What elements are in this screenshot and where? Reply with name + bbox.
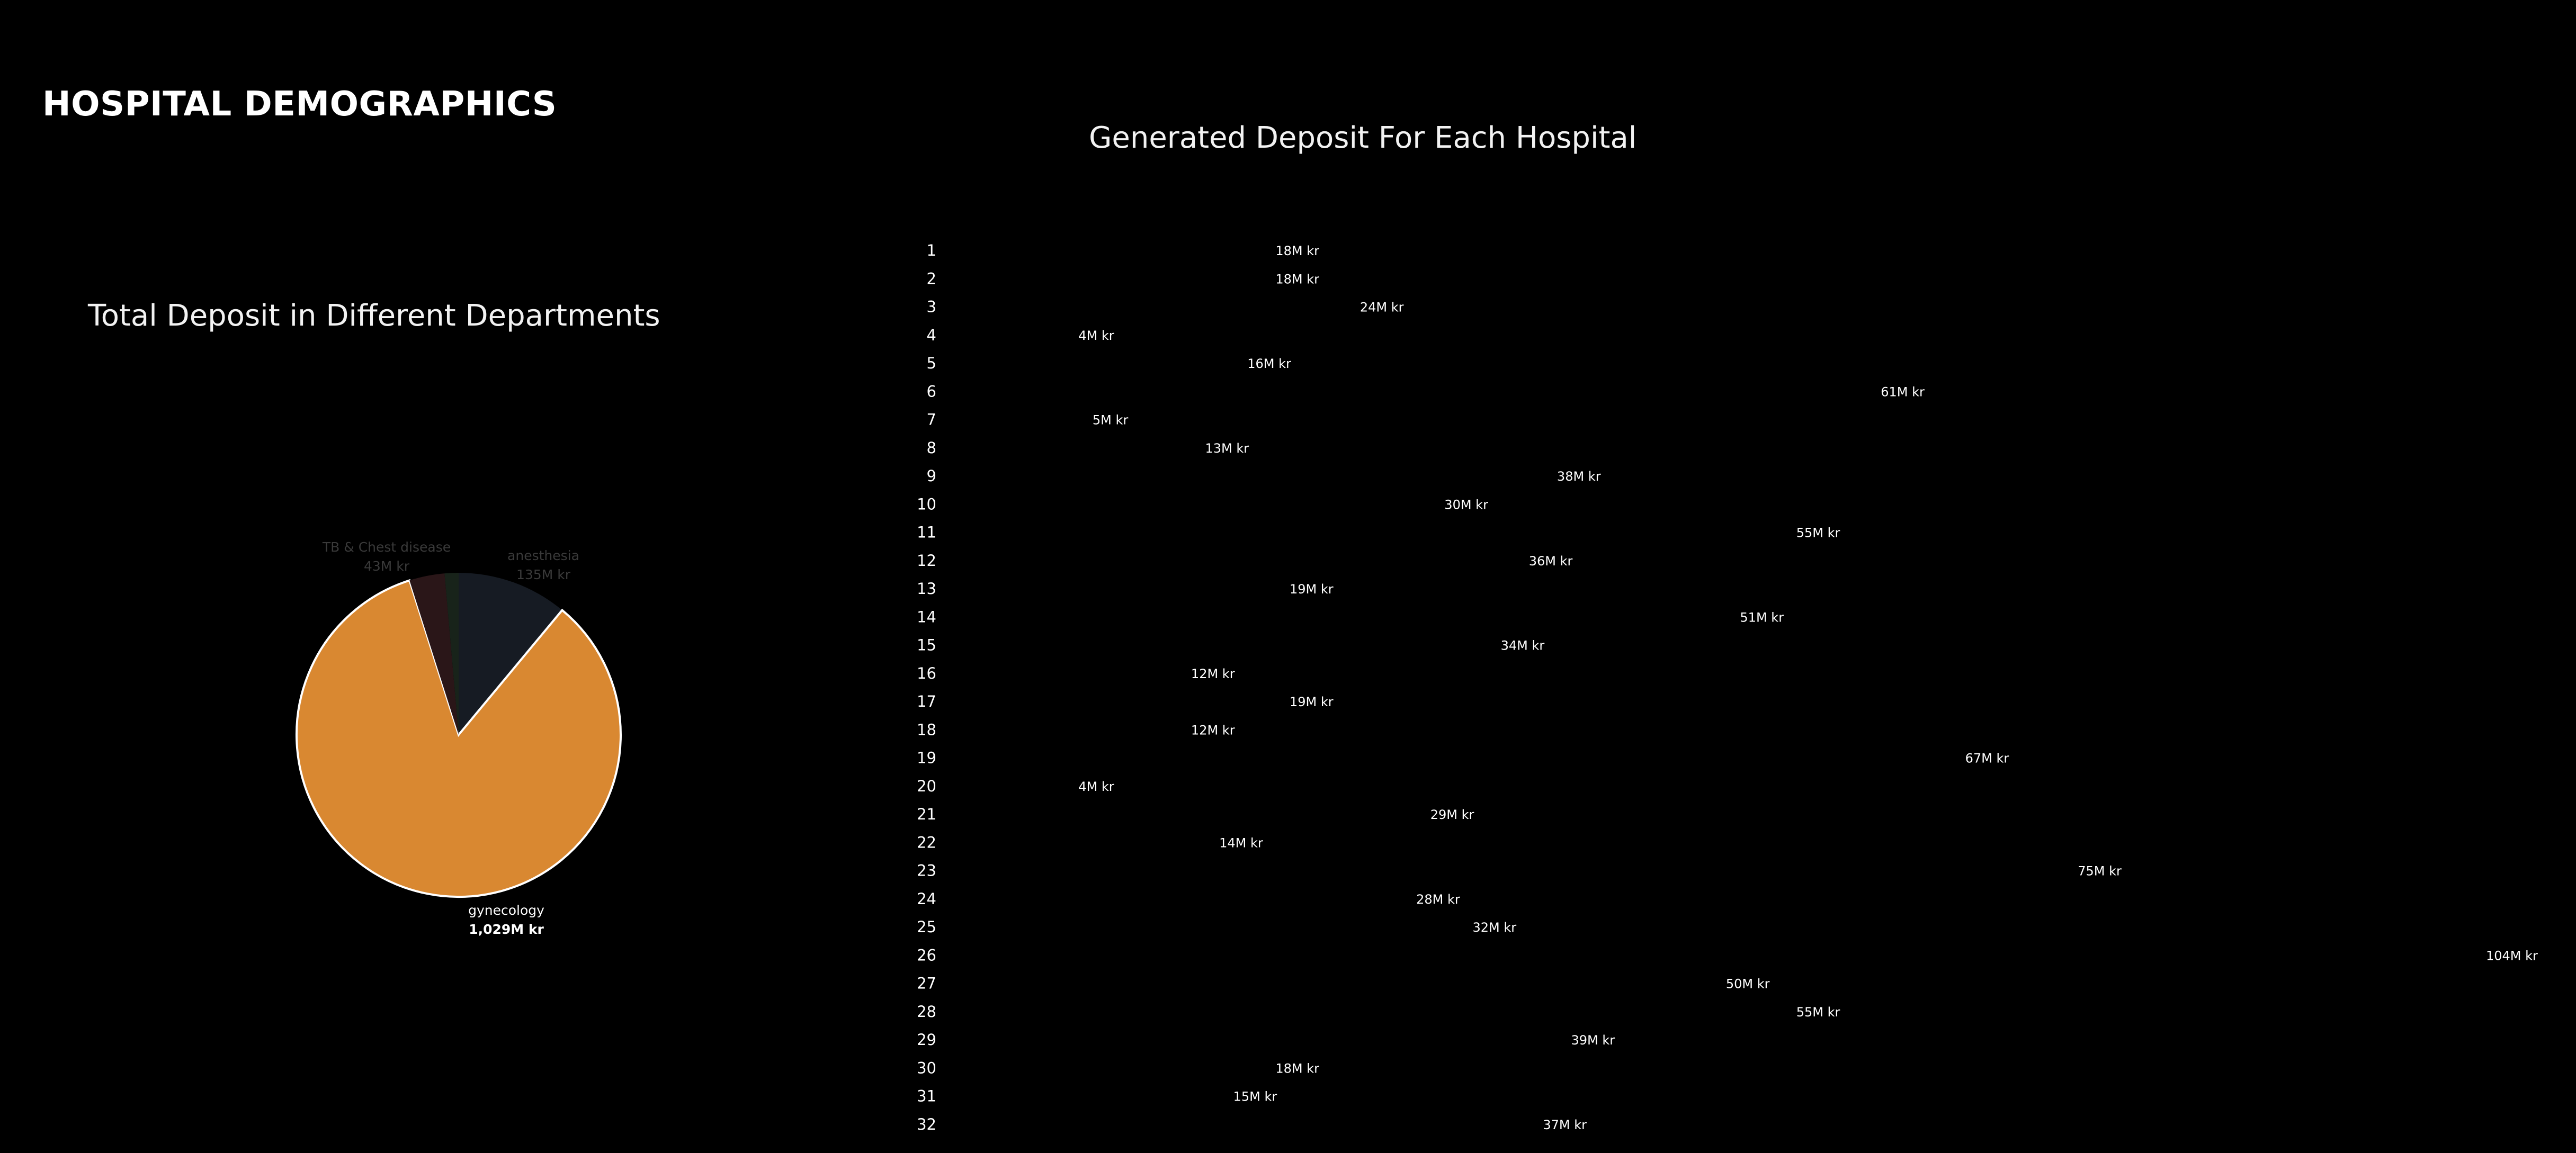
bar-category-label: 32 bbox=[917, 1115, 936, 1133]
bar-category-label: 25 bbox=[917, 918, 936, 936]
bar-value-label: 24M kr bbox=[1360, 300, 1404, 315]
bar-category-label: 19 bbox=[917, 749, 936, 767]
bar-value-label: 29M kr bbox=[1430, 807, 1474, 822]
bar-chart: 1 18M kr2 18M kr3 24M kr4 4M kr5 16M kr6 61M k… bbox=[917, 241, 2538, 1133]
bar-value-label: 75M kr bbox=[2078, 864, 2122, 879]
bar-value-label: 37M kr bbox=[1543, 1118, 1587, 1132]
bar-category-label: 13 bbox=[917, 580, 936, 598]
bar-value-label: 16M kr bbox=[1247, 356, 1291, 371]
bar-value-label: 5M kr bbox=[1093, 413, 1129, 428]
bar-value-label: 61M kr bbox=[1881, 384, 1925, 399]
bar-category-label: 10 bbox=[917, 495, 936, 513]
pie-slice-anesthesia[interactable] bbox=[459, 573, 562, 735]
bar-category-label: 21 bbox=[917, 805, 936, 823]
bar-category-label: 27 bbox=[917, 975, 936, 993]
bar-value-label: 13M kr bbox=[1205, 441, 1249, 456]
pie-slice-tb-chest-disease[interactable] bbox=[409, 573, 459, 735]
pie-label-gynecology: gynecology bbox=[468, 903, 544, 918]
bar-category-label: 1 bbox=[927, 241, 936, 259]
bar-value-label: 18M kr bbox=[1275, 244, 1319, 258]
pie-label-anesthesia: anesthesia bbox=[507, 548, 579, 563]
bar-category-label: 4 bbox=[927, 326, 936, 344]
bar-category-label: 6 bbox=[927, 382, 936, 400]
bar-category-label: 18 bbox=[917, 720, 936, 738]
bar-value-label: 14M kr bbox=[1219, 835, 1263, 850]
bar-value-label: 34M kr bbox=[1501, 638, 1545, 653]
bar-value-label: 18M kr bbox=[1275, 1061, 1319, 1076]
bar-category-label: 7 bbox=[927, 411, 936, 429]
pie-chart-title: Total Deposit in Different Departments bbox=[88, 299, 660, 333]
bar-category-label: 31 bbox=[917, 1087, 936, 1105]
bar-value-label: 4M kr bbox=[1078, 328, 1114, 343]
pie-value-label-tb-chest-disease: 43M kr bbox=[364, 559, 410, 574]
bar-value-label: 12M kr bbox=[1191, 723, 1235, 737]
bar-category-label: 23 bbox=[917, 862, 936, 880]
bar-value-label: 67M kr bbox=[1965, 751, 2009, 766]
bar-category-label: 22 bbox=[917, 833, 936, 851]
pie-slice-gynecology[interactable] bbox=[296, 579, 622, 898]
bar-value-label: 18M kr bbox=[1275, 272, 1319, 286]
bar-value-label: 15M kr bbox=[1233, 1089, 1277, 1104]
bar-category-label: 16 bbox=[917, 664, 936, 682]
bar-value-label: 19M kr bbox=[1290, 582, 1334, 597]
bar-value-label: 36M kr bbox=[1529, 554, 1573, 569]
bar-value-label: 12M kr bbox=[1191, 666, 1235, 681]
bar-value-label: 104M kr bbox=[2486, 948, 2538, 963]
bar-category-label: 15 bbox=[917, 636, 936, 654]
pie-value-label-anesthesia: 135M kr bbox=[516, 567, 571, 582]
bar-value-label: 38M kr bbox=[1557, 469, 1601, 484]
bar-value-label: 28M kr bbox=[1416, 892, 1460, 907]
pie-chart: anesthesia 135M kr gynecology 1,029M kr TB &… bbox=[296, 539, 622, 937]
bar-category-label: 3 bbox=[927, 298, 936, 316]
pie-slice-other[interactable] bbox=[444, 573, 459, 735]
bar-category-label: 9 bbox=[927, 467, 936, 485]
bar-category-label: 8 bbox=[927, 439, 936, 457]
bar-category-label: 29 bbox=[917, 1031, 936, 1049]
bar-category-label: 28 bbox=[917, 1003, 936, 1021]
bar-value-label: 30M kr bbox=[1444, 497, 1488, 512]
bar-category-label: 12 bbox=[917, 552, 936, 570]
bar-value-label: 51M kr bbox=[1740, 610, 1784, 625]
bar-category-label: 26 bbox=[917, 946, 936, 964]
bar-category-label: 20 bbox=[917, 777, 936, 795]
bar-value-label: 55M kr bbox=[1796, 526, 1840, 541]
bar-category-label: 5 bbox=[927, 354, 936, 372]
pie-label-tb-chest-disease: TB & Chest disease bbox=[322, 539, 451, 555]
bar-value-label: 19M kr bbox=[1290, 695, 1334, 709]
dashboard-title: HOSPITAL DEMOGRAPHICS bbox=[42, 85, 557, 124]
bar-value-label: 50M kr bbox=[1726, 977, 1770, 992]
bar-category-label: 30 bbox=[917, 1059, 936, 1077]
bar-category-label: 2 bbox=[927, 269, 936, 287]
bar-category-label: 24 bbox=[917, 890, 936, 908]
bar-category-label: 14 bbox=[917, 608, 936, 626]
bar-value-label: 39M kr bbox=[1571, 1033, 1615, 1048]
bar-value-label: 4M kr bbox=[1078, 779, 1114, 794]
pie-value-label-gynecology: 1,029M kr bbox=[469, 922, 544, 937]
bar-category-label: 11 bbox=[917, 524, 936, 542]
bar-value-label: 55M kr bbox=[1796, 1005, 1840, 1020]
bar-chart-title: Generated Deposit For Each Hospital bbox=[1089, 121, 1637, 155]
bar-value-label: 32M kr bbox=[1472, 920, 1516, 935]
bar-category-label: 17 bbox=[917, 692, 936, 710]
